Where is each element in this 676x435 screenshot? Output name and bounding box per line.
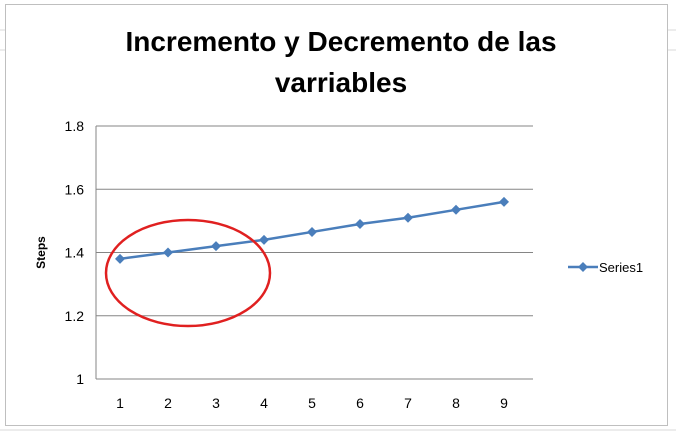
data-point bbox=[403, 212, 413, 223]
data-point bbox=[259, 234, 269, 245]
x-tick-label: 8 bbox=[452, 395, 460, 411]
x-tick-label: 1 bbox=[116, 395, 124, 411]
x-tick-label: 6 bbox=[356, 395, 364, 411]
y-tick-label: 1.8 bbox=[65, 118, 85, 134]
annotation-ellipse bbox=[104, 218, 272, 328]
chart-title: Incremento y Decremento de las varriable… bbox=[125, 26, 557, 98]
legend-marker bbox=[578, 262, 588, 272]
data-point bbox=[115, 253, 125, 264]
line-chart: 1 1.2 1.4 1.6 1.8 1 2 3 4 5 6 7 8 9 Steps Series1 bbox=[34, 118, 643, 411]
data-point bbox=[451, 204, 461, 215]
legend-label: Series1 bbox=[599, 260, 643, 275]
x-tick-label: 5 bbox=[308, 395, 316, 411]
x-tick-label: 7 bbox=[404, 395, 412, 411]
y-tick-label: 1.6 bbox=[65, 181, 85, 197]
x-tick-label: 3 bbox=[212, 395, 220, 411]
y-axis-label: Steps bbox=[34, 236, 48, 269]
data-point bbox=[163, 247, 173, 258]
data-point bbox=[499, 196, 509, 207]
x-tick-label: 2 bbox=[164, 395, 172, 411]
x-tick-label: 9 bbox=[500, 395, 508, 411]
data-point bbox=[307, 226, 317, 237]
y-tick-label: 1.2 bbox=[65, 308, 85, 324]
data-point bbox=[211, 241, 221, 252]
x-tick-label: 4 bbox=[260, 395, 268, 411]
chart-area[interactable]: Incremento y Decremento de las varriable… bbox=[5, 4, 668, 426]
y-tick-label: 1 bbox=[76, 371, 84, 387]
data-point bbox=[355, 219, 365, 230]
y-tick-label: 1.4 bbox=[65, 245, 85, 261]
